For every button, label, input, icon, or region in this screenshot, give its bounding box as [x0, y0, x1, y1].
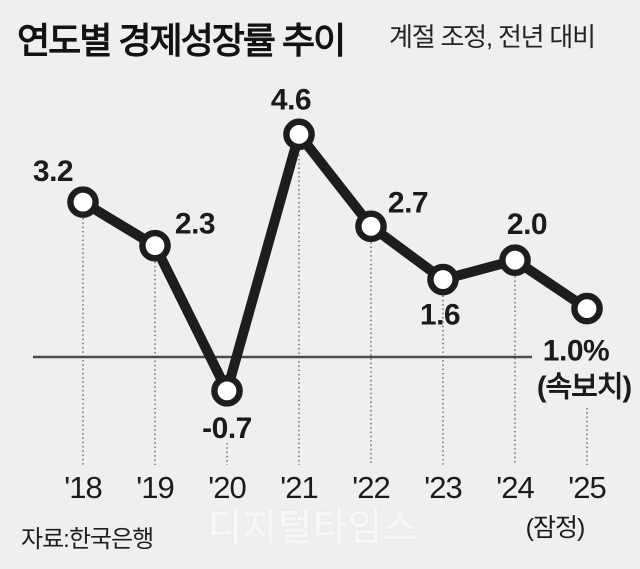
- point-value-label: 1.0%: [543, 335, 609, 368]
- x-tick-label: '20: [208, 470, 246, 505]
- x-tick-label: '18: [64, 470, 101, 505]
- point-value-label: 1.6: [420, 299, 460, 332]
- x-tick-label: '23: [424, 470, 461, 505]
- data-point-marker: [283, 118, 315, 151]
- chart-title: 연도별 경제성장률 추이: [17, 20, 346, 61]
- x-tick-label: '25: [568, 470, 605, 505]
- data-point-marker: [211, 375, 243, 407]
- point-value-label: 2.0: [507, 208, 547, 241]
- data-point-marker: [139, 229, 171, 262]
- source-note: 자료:한국은행: [21, 526, 154, 553]
- x-tick-sublabel: (잠정): [526, 514, 585, 542]
- point-value-label: 2.3: [175, 208, 215, 241]
- data-point-marker: [67, 186, 99, 218]
- point-value-sublabel: (속보치): [537, 371, 632, 404]
- point-value-label: -0.7: [202, 412, 252, 445]
- x-tick-label: '24: [496, 470, 534, 505]
- chart-subtitle: 계절 조정, 전년 대비: [389, 22, 596, 52]
- x-tick-label: '21: [280, 470, 317, 505]
- point-value-label: 3.2: [33, 155, 73, 188]
- data-point-marker: [427, 263, 459, 296]
- point-value-label: 2.7: [388, 186, 428, 219]
- x-tick-label: '19: [136, 470, 173, 505]
- data-point-marker: [571, 292, 603, 325]
- point-value-label: 4.6: [271, 83, 311, 116]
- x-tick-label: '22: [352, 470, 389, 505]
- data-point-marker: [355, 210, 387, 243]
- data-point-marker: [499, 244, 531, 277]
